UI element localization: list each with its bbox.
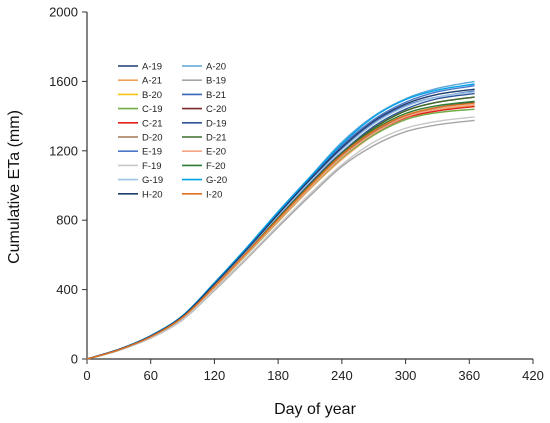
y-tick-label: 0 — [71, 352, 78, 367]
legend-label-e-20: E-20 — [206, 147, 226, 158]
legend-label-g-19: G-19 — [142, 175, 163, 186]
legend-label-d-20: D-20 — [142, 133, 163, 144]
legend-label-b-20: B-20 — [142, 90, 162, 101]
series-line-b-20 — [86, 104, 475, 360]
x-tick-label: 240 — [331, 368, 353, 383]
legend-label-b-19: B-19 — [206, 76, 226, 87]
legend-label-d-21: D-21 — [206, 133, 227, 144]
y-tick-label: 2000 — [49, 5, 78, 20]
x-tick-label: 420 — [522, 368, 544, 383]
legend-label-h-20: H-20 — [142, 189, 163, 200]
legend-label-f-19: F-19 — [142, 161, 162, 172]
series-line-i-20 — [86, 102, 475, 360]
x-axis-title: Day of year — [274, 401, 356, 418]
x-tick-label: 0 — [83, 368, 90, 383]
y-tick-label: 1600 — [49, 74, 78, 89]
legend-label-a-21: A-21 — [142, 76, 162, 87]
series-line-c-21 — [86, 105, 475, 360]
series-lines — [86, 80, 475, 360]
legend-label-i-20: I-20 — [206, 189, 222, 200]
legend-label-f-20: F-20 — [206, 161, 226, 172]
legend-label-b-21: B-21 — [206, 90, 226, 101]
legend-label-d-19: D-19 — [206, 118, 227, 129]
legend-label-g-20: G-20 — [206, 175, 227, 186]
y-tick-label: 800 — [56, 213, 78, 228]
series-line-f-19 — [86, 116, 475, 360]
x-tick-label: 360 — [458, 368, 480, 383]
series-line-a-21 — [86, 104, 475, 360]
legend: A-19 A-20 A-21 B-19 B-20 B-21 C-19 C-20 C-21 D-19… — [118, 62, 227, 200]
x-tick-label: 120 — [204, 368, 226, 383]
y-axis-title: Cumulative ETa (mm) — [6, 110, 23, 264]
axes — [82, 11, 534, 364]
y-tick-label: 1200 — [49, 143, 78, 158]
y-tick-label: 400 — [56, 282, 78, 297]
legend-label-c-20: C-20 — [206, 104, 227, 115]
x-tick-label: 300 — [395, 368, 417, 383]
legend-label-c-21: C-21 — [142, 118, 163, 129]
legend-label-a-20: A-20 — [206, 62, 226, 73]
x-tick-label: 60 — [143, 368, 157, 383]
legend-label-a-19: A-19 — [142, 62, 162, 73]
x-tick-label: 180 — [267, 368, 289, 383]
legend-label-c-19: C-19 — [142, 104, 163, 115]
legend-label-e-19: E-19 — [142, 147, 162, 158]
tick-labels: 0 60 120 180 240 300 360 420 0 400 800 1200 1600 2000 — [49, 5, 544, 384]
